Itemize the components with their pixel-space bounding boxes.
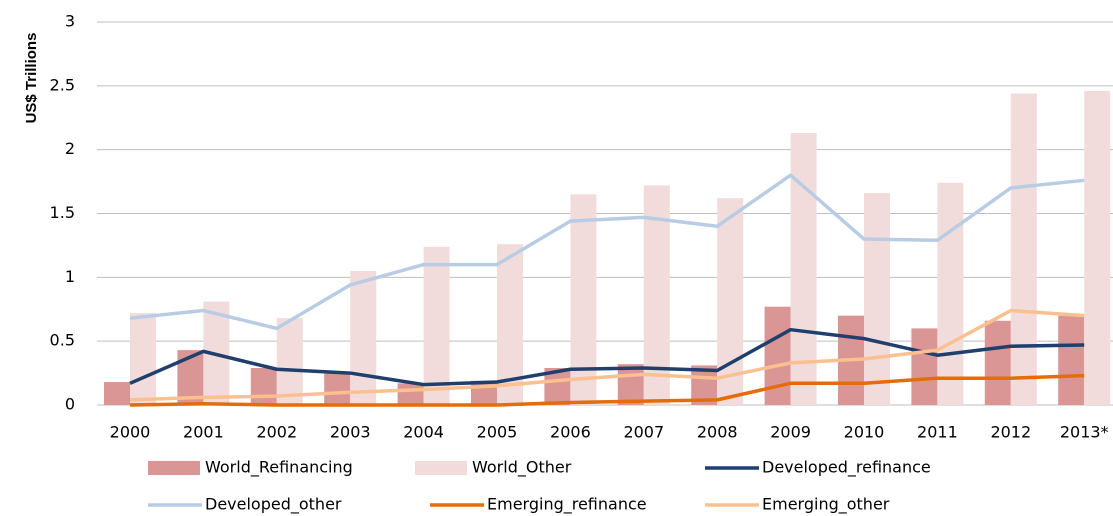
x-tick-label: 2000 [110,423,151,442]
x-tick-label: 2010 [844,423,885,442]
legend-label: World_Refinancing [205,458,353,478]
bar [104,382,130,405]
bar [984,320,1011,405]
bar [1010,93,1037,405]
x-tick-label: 2005 [477,423,518,442]
legend-label: Developed_refinance [762,458,931,478]
bar [350,270,377,405]
bar [911,328,938,405]
bar [397,383,424,405]
legend-label: World_Other [472,458,572,478]
x-tick-label: 2003 [330,423,371,442]
x-tick-label: 2001 [183,423,224,442]
bar [570,194,597,405]
line [129,373,1085,407]
x-tick-label: 2008 [697,423,738,442]
y-tick-label: 2.5 [50,75,75,94]
y-tick-label: 1 [65,267,75,286]
bar [130,313,156,405]
legend-swatch [148,461,200,475]
x-tick-label: 2013* [1060,423,1109,442]
line [129,173,1085,331]
y-tick-label: 3 [65,12,75,31]
bar [324,371,351,405]
legend-label: Emerging_other [762,495,890,515]
y-tick-label: 1.5 [50,203,75,222]
legend-label: Emerging_refinance [487,495,647,515]
y-tick-label: 0.5 [50,331,75,350]
legend-swatch [415,461,467,475]
x-tick-label: 2006 [550,423,591,442]
y-tick-label: 0 [65,395,75,414]
line [129,308,1085,402]
bar [1058,315,1085,405]
y-axis-label: US$ Trillions [23,33,40,124]
bar [423,246,450,405]
x-tick-label: 2004 [403,423,444,442]
bar [717,198,744,405]
x-tick-label: 2012 [990,423,1031,442]
bar [250,367,277,405]
y-tick-label: 2 [65,139,75,158]
x-tick-label: 2002 [256,423,297,442]
x-tick-label: 2011 [917,423,958,442]
x-tick-label: 2009 [770,423,811,442]
bar [937,182,964,405]
bar [1084,90,1111,405]
bar [617,364,644,405]
x-tick-label: 2007 [623,423,664,442]
bar [276,318,303,405]
bar [864,193,890,405]
legend-label: Developed_other [205,495,342,515]
bar [764,306,791,405]
